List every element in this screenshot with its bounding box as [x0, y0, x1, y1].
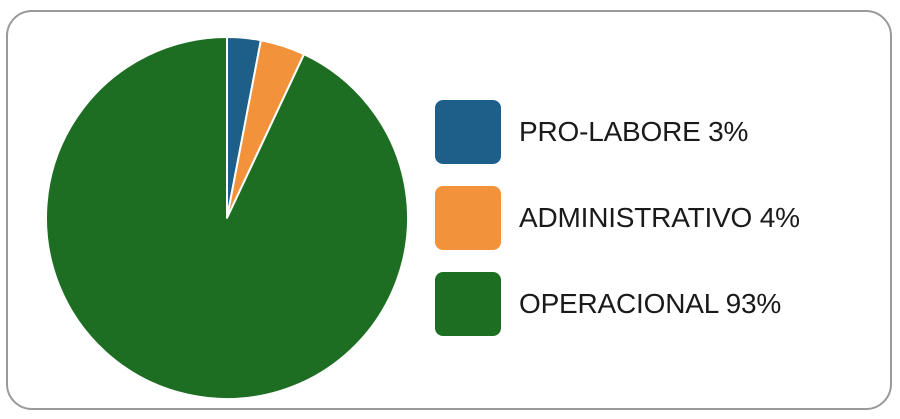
legend-swatch-administrativo — [435, 186, 501, 250]
legend-item-operacional: OPERACIONAL 93% — [435, 272, 800, 336]
legend-item-administrativo: ADMINISTRATIVO 4% — [435, 186, 800, 250]
legend-label-administrativo: ADMINISTRATIVO 4% — [519, 202, 800, 233]
pie-slice-operacional — [45, 36, 409, 400]
legend-swatch-operacional — [435, 272, 501, 336]
legend-label-operacional: OPERACIONAL 93% — [519, 288, 782, 319]
legend: PRO-LABORE 3% ADMINISTRATIVO 4% OPERACIO… — [435, 100, 800, 358]
legend-item-pro-labore: PRO-LABORE 3% — [435, 100, 800, 164]
legend-swatch-pro-labore — [435, 100, 501, 164]
legend-label-pro-labore: PRO-LABORE 3% — [519, 116, 749, 147]
